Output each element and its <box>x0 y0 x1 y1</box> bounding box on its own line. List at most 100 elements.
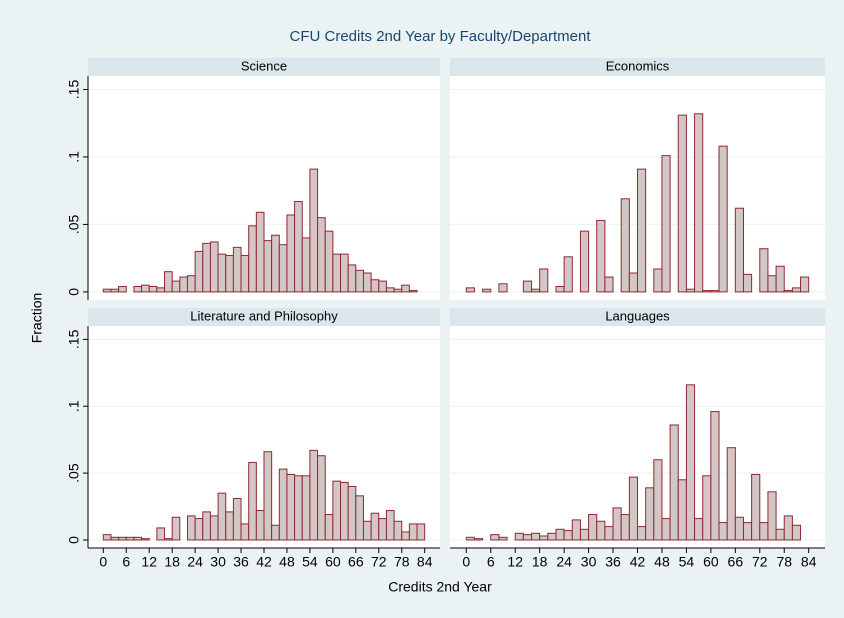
bar <box>775 265 785 293</box>
bar <box>148 286 158 293</box>
bar <box>661 518 671 541</box>
bar <box>710 411 720 541</box>
bar <box>465 287 475 293</box>
bar <box>759 522 769 541</box>
bar <box>531 288 541 293</box>
bar <box>301 475 311 541</box>
bar <box>800 276 810 293</box>
bar <box>628 272 639 293</box>
x-tick-label: 30 <box>210 554 226 570</box>
bar <box>571 519 581 541</box>
x-tick-label: 18 <box>532 554 548 570</box>
bar <box>604 526 614 541</box>
bar <box>637 168 647 293</box>
bar <box>401 531 410 541</box>
bar <box>362 520 372 541</box>
y-tick-label: .15 <box>66 329 82 349</box>
bar <box>102 534 112 541</box>
bar <box>232 498 242 541</box>
bar <box>209 515 219 541</box>
bar <box>271 234 280 293</box>
x-tick-label: 42 <box>630 554 646 570</box>
bar <box>286 214 296 293</box>
x-tick-label: 36 <box>233 554 249 570</box>
bar <box>164 271 173 293</box>
y-tick-label: .15 <box>66 80 82 100</box>
bar <box>791 524 802 541</box>
panel-title: Languages <box>605 308 670 323</box>
bar <box>156 287 166 293</box>
bar <box>309 168 319 293</box>
bar <box>133 286 143 293</box>
panel-title: Economics <box>606 58 670 73</box>
bar <box>255 510 265 541</box>
bar <box>186 515 196 541</box>
bar <box>171 280 181 293</box>
figure-title: CFU Credits 2nd Year by Faculty/Departme… <box>290 28 592 45</box>
bar <box>294 475 303 541</box>
x-tick-label: 24 <box>556 554 572 570</box>
y-tick-label: .05 <box>66 214 82 234</box>
bar <box>171 516 181 541</box>
y-tick-label: .05 <box>66 463 82 483</box>
bar <box>370 512 380 541</box>
x-tick-label: 6 <box>122 554 130 570</box>
x-tick-label: 6 <box>487 554 495 570</box>
bar <box>164 538 173 541</box>
x-tick-label: 48 <box>654 554 670 570</box>
x-tick-label: 54 <box>679 554 695 570</box>
bar <box>118 536 127 541</box>
bar <box>286 473 296 541</box>
y-tick-label: 0 <box>66 536 82 544</box>
bar <box>596 520 606 541</box>
bar <box>110 288 120 293</box>
bar <box>385 510 395 541</box>
bar <box>301 237 311 293</box>
bar <box>202 511 211 541</box>
bar <box>340 253 349 293</box>
bar <box>240 254 250 293</box>
bar <box>317 455 326 541</box>
bar <box>482 288 492 293</box>
bar <box>742 273 753 293</box>
strip <box>450 58 825 76</box>
bar <box>118 286 127 293</box>
x-tick-label: 0 <box>462 554 470 570</box>
bar <box>677 479 687 541</box>
bar <box>401 284 410 293</box>
x-tick-label: 84 <box>801 554 817 570</box>
bar <box>378 280 387 293</box>
strip <box>88 58 440 76</box>
bar <box>263 240 273 293</box>
bar <box>332 480 342 541</box>
bar <box>408 523 418 541</box>
x-tick-label: 78 <box>394 554 410 570</box>
bar <box>637 526 647 541</box>
x-tick-label: 12 <box>141 554 157 570</box>
bar <box>555 286 565 293</box>
bar <box>645 487 655 541</box>
bar <box>141 284 150 293</box>
bar <box>332 253 342 293</box>
bar <box>393 288 403 293</box>
bar <box>324 230 334 293</box>
bar <box>726 447 736 541</box>
bar <box>141 538 150 541</box>
bar <box>694 113 704 293</box>
bar <box>791 287 802 293</box>
bar <box>531 532 541 541</box>
bar <box>324 514 334 541</box>
bar <box>248 461 257 541</box>
x-tick-label: 24 <box>187 554 203 570</box>
bar <box>555 528 565 541</box>
bar <box>579 528 590 541</box>
bar <box>490 534 500 541</box>
bar <box>347 264 357 293</box>
bar <box>742 522 753 541</box>
bar <box>718 145 728 293</box>
bar <box>385 287 395 293</box>
bar <box>110 536 120 541</box>
bar <box>217 253 227 293</box>
bar <box>759 248 769 293</box>
x-tick-label: 42 <box>256 554 272 570</box>
